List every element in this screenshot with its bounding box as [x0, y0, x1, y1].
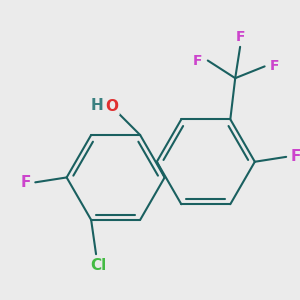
Text: F: F — [236, 30, 245, 44]
Text: H: H — [91, 98, 103, 113]
Text: O: O — [105, 99, 118, 114]
Text: F: F — [20, 175, 31, 190]
Text: Cl: Cl — [90, 258, 106, 273]
Text: F: F — [291, 149, 300, 164]
Text: F: F — [193, 53, 203, 68]
Text: F: F — [270, 59, 279, 74]
